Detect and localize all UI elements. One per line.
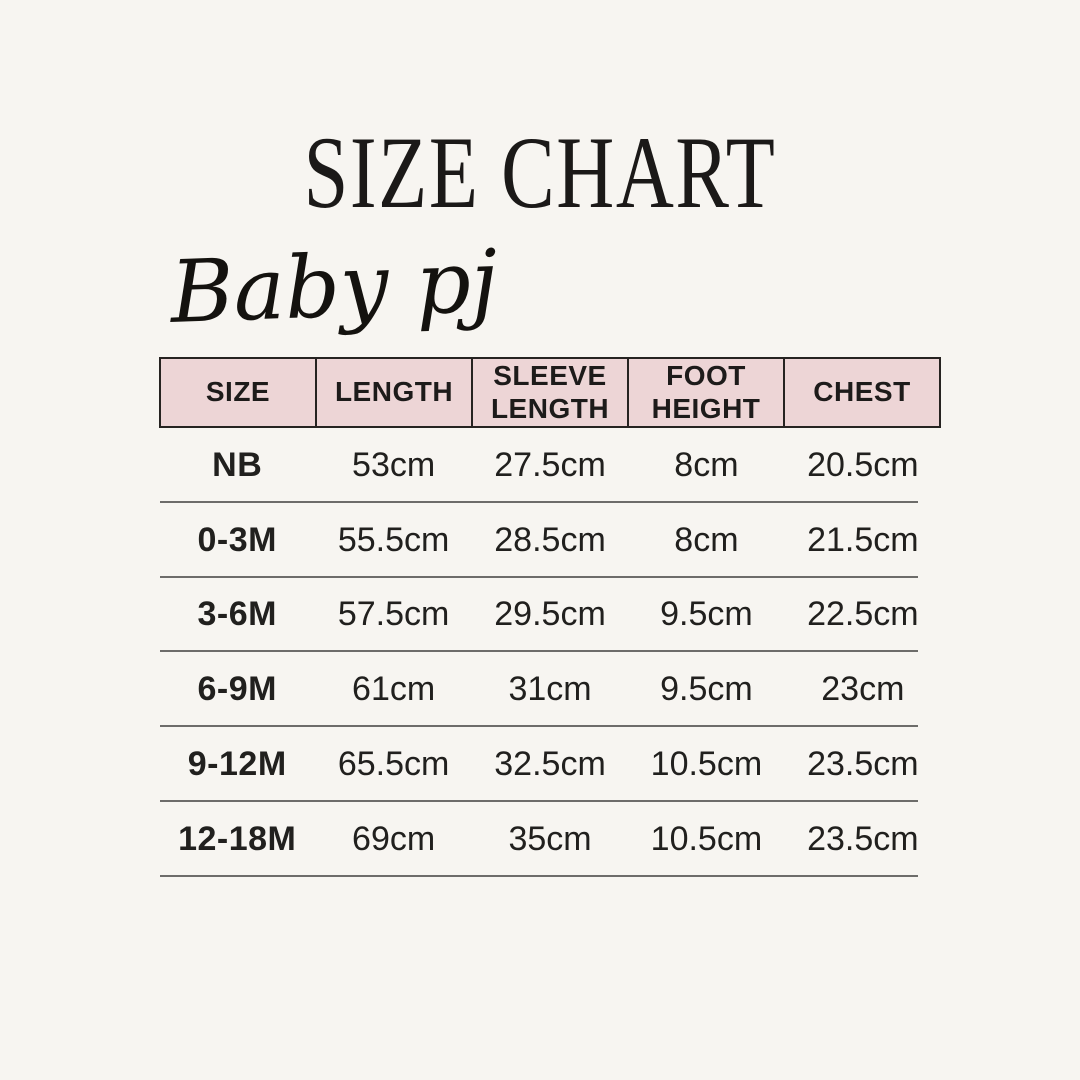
table-row-9-12m: 9-12M 65.5cm 32.5cm 10.5cm 23.5cm [159, 727, 941, 802]
table-row-nb: NB 53cm 27.5cm 8cm 20.5cm [159, 428, 941, 503]
table-header-row: SIZE LENGTH SLEEVE LENGTH FOOT HEIGHT CH… [159, 357, 941, 428]
table-row-0-3m: 0-3M 55.5cm 28.5cm 8cm 21.5cm [159, 503, 941, 578]
cell-chest: 23.5cm [807, 819, 919, 858]
cell-chest: 22.5cm [807, 595, 919, 634]
cell-size: 3-6M [197, 595, 277, 634]
cell-length: 57.5cm [337, 595, 450, 634]
column-header-size: SIZE [161, 359, 317, 426]
cell-size: 9-12M [187, 745, 287, 784]
cell-chest: 21.5cm [807, 520, 919, 559]
cell-chest: 20.5cm [807, 445, 919, 484]
cell-sleeve-length: 32.5cm [494, 745, 606, 784]
page-title: SIZE CHART [303, 116, 777, 230]
cell-foot-height: 9.5cm [660, 670, 753, 709]
brand-script-logo: Baby pj [168, 231, 500, 343]
cell-size: 0-3M [197, 520, 277, 559]
table-row-6-9m: 6-9M 61cm 31cm 9.5cm 23cm [159, 652, 941, 727]
cell-size: 6-9M [197, 670, 277, 709]
cell-sleeve-length: 27.5cm [494, 445, 606, 484]
cell-length: 61cm [352, 670, 436, 709]
cell-foot-height: 10.5cm [650, 745, 763, 784]
cell-foot-height: 10.5cm [650, 819, 763, 858]
cell-size: NB [212, 445, 263, 484]
cell-length: 53cm [352, 445, 436, 484]
cell-length: 55.5cm [337, 520, 450, 559]
size-table: SIZE LENGTH SLEEVE LENGTH FOOT HEIGHT CH… [159, 357, 941, 877]
column-header-length: LENGTH [317, 359, 473, 426]
column-header-foot-height: FOOT HEIGHT [629, 359, 785, 426]
cell-sleeve-length: 28.5cm [494, 520, 606, 559]
column-header-sleeve-length: SLEEVE LENGTH [473, 359, 629, 426]
table-row-12-18m: 12-18M 69cm 35cm 10.5cm 23.5cm [159, 802, 941, 877]
column-header-chest: CHEST [813, 376, 911, 408]
cell-length: 69cm [352, 819, 436, 858]
cell-sleeve-length: 29.5cm [494, 595, 606, 634]
cell-length: 65.5cm [337, 745, 450, 784]
cell-foot-height: 8cm [674, 445, 739, 484]
cell-sleeve-length: 31cm [508, 670, 592, 709]
table-row-3-6m: 3-6M 57.5cm 29.5cm 9.5cm 22.5cm [159, 578, 941, 653]
cell-foot-height: 8cm [674, 520, 739, 559]
cell-sleeve-length: 35cm [508, 819, 592, 858]
cell-chest: 23.5cm [807, 745, 919, 784]
cell-size: 12-18M [178, 819, 297, 858]
cell-foot-height: 9.5cm [660, 595, 753, 634]
cell-chest: 23cm [821, 670, 905, 709]
